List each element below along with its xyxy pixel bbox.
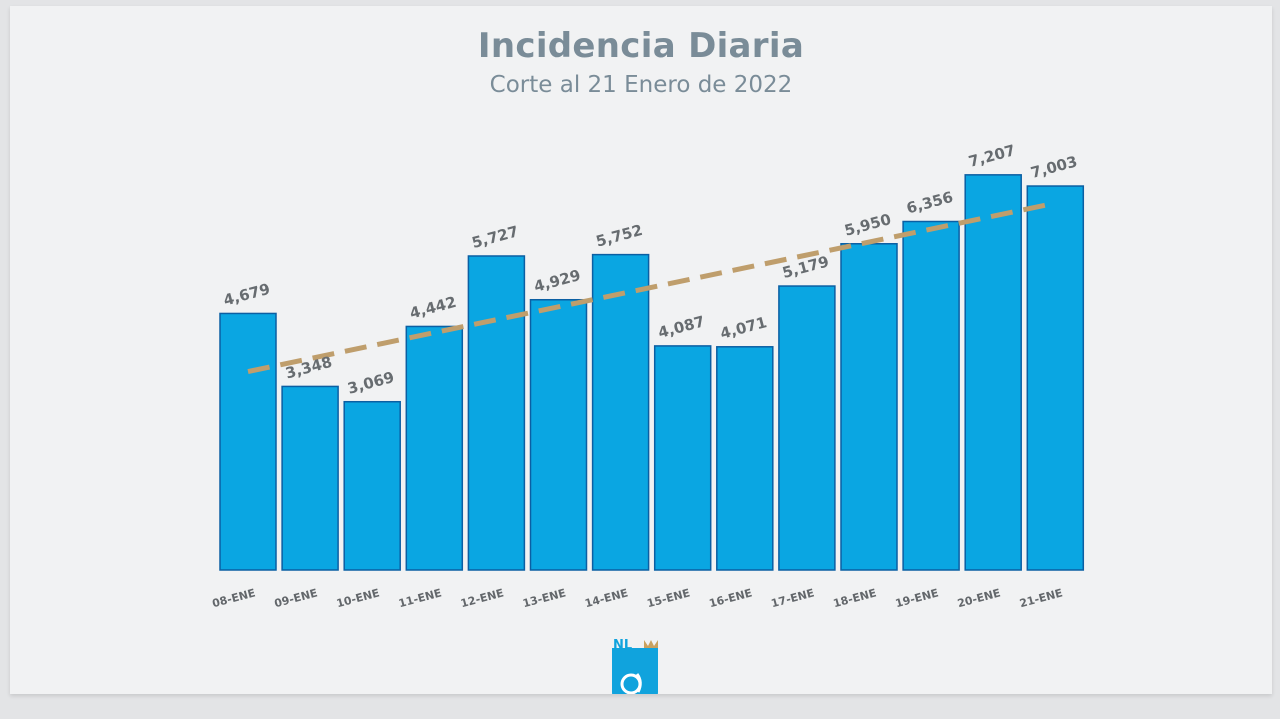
bars-group	[219, 174, 1085, 571]
logo-emblem-stroke	[635, 673, 642, 693]
bar-08-ene	[219, 312, 277, 571]
bar-09-ene	[281, 385, 339, 571]
bar-18-ene	[840, 243, 898, 571]
x-tick-label: 09-ENE	[273, 586, 319, 610]
bar-17-ene	[778, 285, 836, 571]
x-tick-labels-group: 08-ENE 09-ENE 10-ENE 11-ENE 12-ENE 13-ENE 14-E…	[211, 586, 1064, 610]
value-label: 5,727	[470, 222, 520, 252]
bar-11-ene	[405, 325, 464, 571]
logo-text: NL	[613, 638, 632, 653]
x-tick-label: 20-ENE	[956, 586, 1002, 610]
x-tick-label: 10-ENE	[335, 586, 381, 610]
chart-card: Incidencia Diaria Corte al 21 Enero de 2…	[10, 6, 1272, 694]
x-tick-label: 15-ENE	[646, 586, 692, 610]
value-label: 5,950	[842, 210, 892, 240]
value-label: 4,071	[718, 313, 768, 343]
value-label: 4,442	[408, 293, 458, 323]
x-tick-label: 08-ENE	[211, 586, 257, 610]
value-label: 3,348	[284, 353, 334, 383]
x-tick-label: 18-ENE	[832, 586, 878, 610]
bar-chart: 4,679 3,348 3,069 4,442 5,727 4,929 5,752 4,087…	[211, 141, 1085, 694]
value-label: 5,752	[594, 221, 644, 251]
chart-subtitle: Corte al 21 Enero de 2022	[489, 72, 793, 98]
x-tick-label: 16-ENE	[708, 586, 754, 610]
x-tick-label: 21-ENE	[1018, 586, 1064, 610]
x-tick-label: 11-ENE	[397, 586, 443, 610]
bar-19-ene	[902, 220, 960, 571]
value-label: 4,087	[656, 312, 706, 342]
crown-icon	[644, 640, 658, 648]
bar-20-ene	[964, 174, 1022, 571]
bar-21-ene	[1026, 185, 1085, 571]
trendline-group	[247, 200, 1056, 374]
bar-13-ene	[529, 298, 588, 571]
x-tick-label: 17-ENE	[770, 586, 816, 610]
bar-14-ene	[591, 253, 650, 571]
bar-10-ene	[343, 400, 401, 571]
value-label: 4,679	[221, 280, 271, 310]
value-label: 3,069	[346, 368, 396, 398]
value-label: 4,929	[532, 266, 582, 296]
value-label: 6,356	[905, 188, 955, 218]
x-tick-label: 14-ENE	[583, 586, 629, 610]
value-label: 7,207	[967, 141, 1017, 171]
chart-title: Incidencia Diaria	[477, 26, 805, 66]
x-tick-label: 19-ENE	[894, 586, 940, 610]
shield-shape	[612, 648, 658, 694]
trend-line	[247, 200, 1056, 374]
x-tick-label: 13-ENE	[521, 586, 567, 610]
x-tick-label: 12-ENE	[459, 586, 505, 610]
nl-logo: NL	[612, 638, 658, 694]
bar-12-ene	[467, 255, 526, 571]
value-label: 7,003	[1029, 152, 1079, 182]
bar-15-ene	[653, 345, 712, 571]
bar-16-ene	[716, 346, 774, 571]
